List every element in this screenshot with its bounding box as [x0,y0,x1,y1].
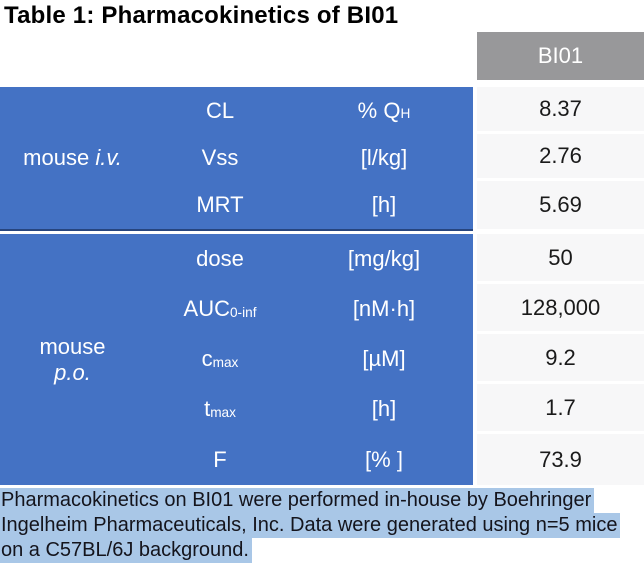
footnote-line: Ingelheim Pharmaceuticals, Inc. Data wer… [0,513,621,538]
value-cell: 8.37 [473,87,644,134]
param-cell: c max [145,334,295,384]
param-cell: CL [145,87,295,134]
value-cell: 9.2 [473,334,644,384]
unit-label: [mg/kg] [347,246,421,271]
value-cell: 2.76 [473,134,644,181]
unit-cell: [µM] [295,334,473,384]
value-cell: 50 [473,234,644,284]
unit-label: [µM] [362,346,406,371]
param-label: F [213,446,227,472]
unit-cell: [h] [295,384,473,434]
species-route-label: i.v. [95,145,122,170]
param-cell: t max [145,384,295,434]
species-route-label: p.o. [54,359,91,385]
unit-cell: [nM·h] [295,284,473,334]
section-divider-value-column [473,229,644,234]
footnote-line: Pharmacokinetics on BI01 were performed … [0,488,595,513]
value-cell: 128,000 [473,284,644,334]
species-cell: mouse p.o. [0,234,145,485]
unit-label: [h] [371,396,397,421]
unit-cell: [mg/kg] [295,234,473,284]
unit-cell: [l/kg] [295,134,473,181]
unit-label: [h] [371,192,397,217]
species-cell: mouse i.v. [0,87,145,229]
param-cell: AUC 0-inf [145,284,295,334]
table-footnote: Pharmacokinetics on BI01 were performed … [0,488,644,563]
unit-cell: [% ] [295,434,473,485]
param-label: CL [205,97,235,123]
value-cell: 73.9 [473,434,644,485]
param-cell: F [145,434,295,485]
unit-label: [l/kg] [360,144,408,170]
param-cell: MRT [145,181,295,229]
param-label: t [204,396,211,421]
section-divider [0,229,473,234]
column-header-bi01: BI01 [477,32,644,80]
value-cell: 1.7 [473,384,644,434]
unit-label: [nM·h] [352,296,416,321]
value-cell: 5.69 [473,181,644,229]
param-label: Vss [201,144,239,170]
param-cell: dose [145,234,295,284]
pharmacokinetics-table: mouse i.v. CL % Q H 8.37 Vss [l/kg] 2.76 MRT [h] 5… [0,87,644,485]
param-label: dose [196,246,244,271]
species-label: mouse [23,145,90,170]
footnote-line: on a C57BL/6J background. [0,538,252,563]
unit-cell: [h] [295,181,473,229]
species-label: mouse [39,333,106,359]
param-label: AUC [183,296,230,321]
unit-label: [% ] [365,446,403,472]
param-cell: Vss [145,134,295,181]
param-label: c [201,346,213,371]
param-label: MRT [196,192,244,217]
table-title: Table 1: Pharmacokinetics of BI01 [4,2,399,29]
unit-label: % Q [357,97,401,123]
